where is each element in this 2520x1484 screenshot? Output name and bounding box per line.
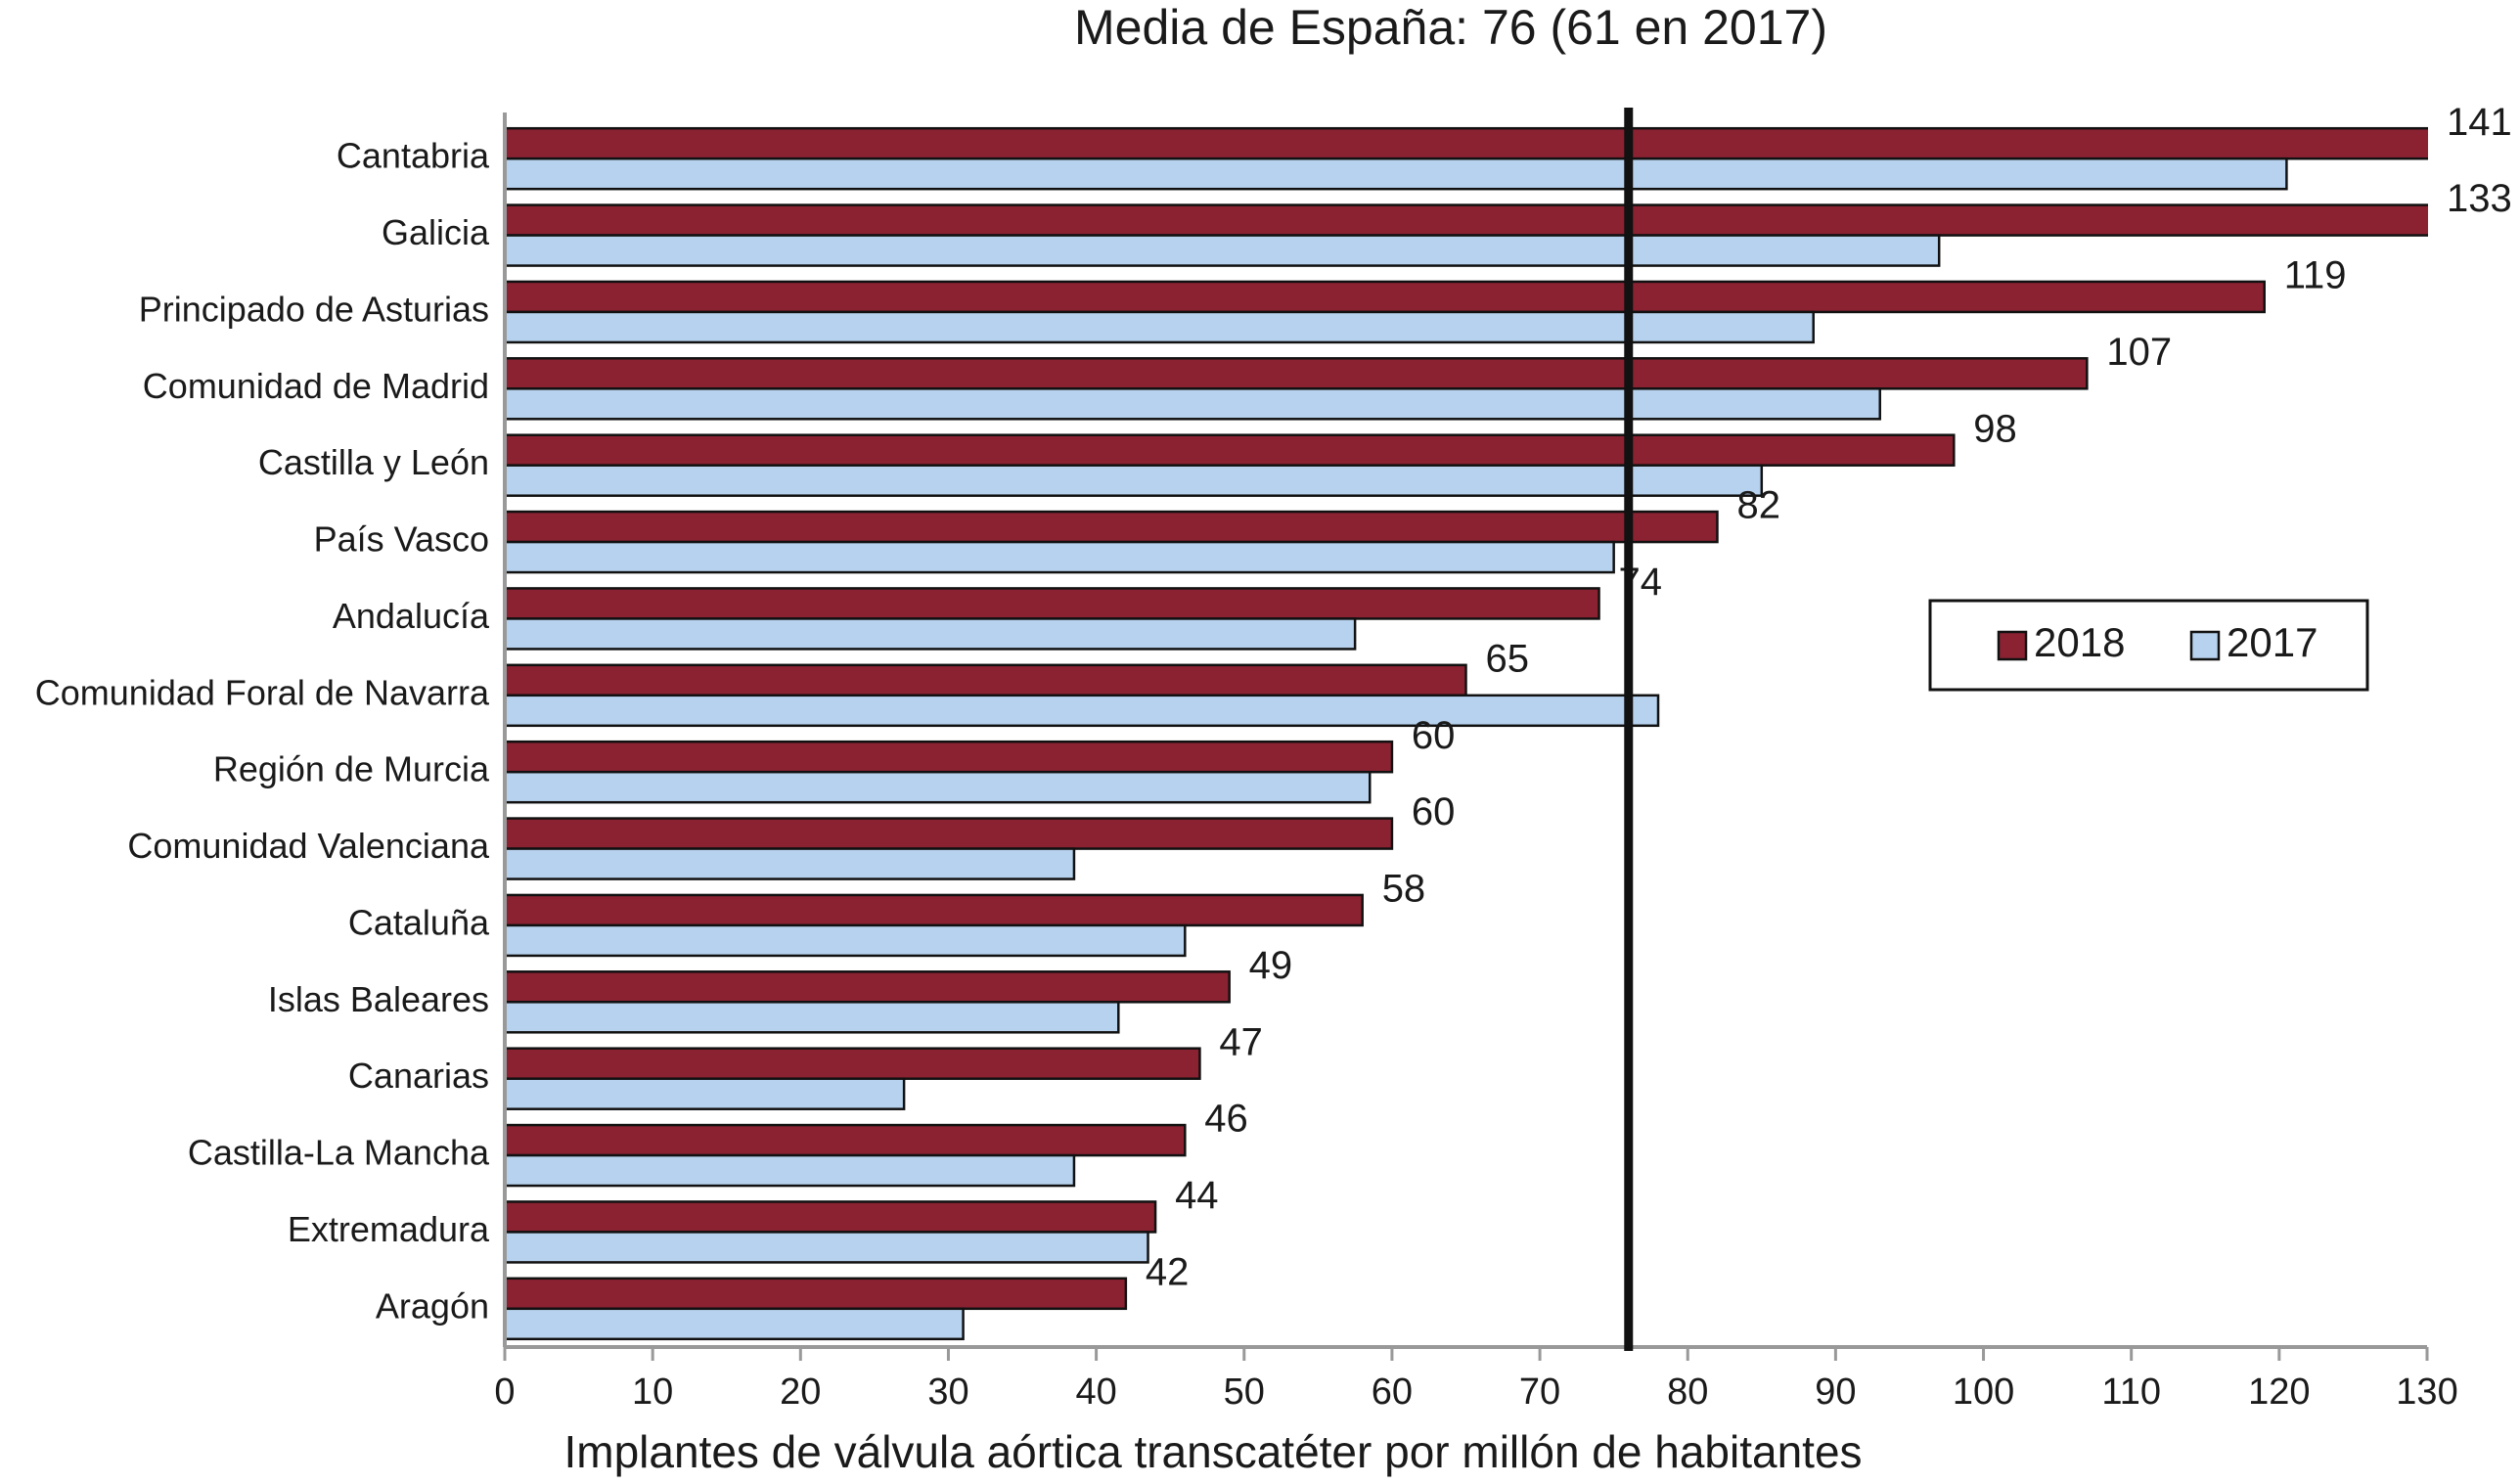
- y-tick-label: Canarias: [348, 1056, 489, 1096]
- data-label: 44: [1175, 1174, 1219, 1217]
- y-tick-label: Galicia: [382, 212, 490, 252]
- bar: [505, 1153, 1076, 1188]
- data-label: 58: [1382, 868, 1426, 911]
- bar: [505, 357, 2089, 390]
- x-tick-label: 120: [2248, 1372, 2310, 1413]
- bar: [505, 847, 1076, 880]
- bar: [505, 1001, 1120, 1034]
- data-label: 98: [1973, 407, 2016, 450]
- bar: [505, 740, 1394, 774]
- bar: [505, 1047, 1201, 1080]
- bar: [505, 510, 1719, 544]
- chart-title: Media de España: 76 (61 en 2017): [1074, 0, 1827, 55]
- data-label: 47: [1219, 1020, 1263, 1063]
- bar: [505, 310, 1815, 344]
- x-tick-label: 60: [1372, 1372, 1413, 1413]
- data-label: 42: [1146, 1250, 1190, 1293]
- bar: [505, 1307, 965, 1341]
- data-label: 49: [1249, 944, 1293, 987]
- bar: [505, 1231, 1149, 1264]
- data-label: 119: [2284, 254, 2347, 297]
- y-tick-label: Región de Murcia: [213, 749, 490, 789]
- x-tick-label: 50: [1224, 1372, 1265, 1413]
- y-tick-label: Cantabria: [337, 136, 490, 176]
- y-tick-label: Principado de Asturias: [139, 289, 489, 329]
- data-label: 65: [1486, 637, 1530, 680]
- x-tick-label: 10: [632, 1372, 673, 1413]
- x-axis-label: Implantes de válvula aórtica transcatéte…: [563, 1426, 1862, 1477]
- bar: [505, 203, 2428, 237]
- y-tick-label: Castilla-La Mancha: [188, 1133, 490, 1173]
- y-tick-label: Comunidad de Madrid: [143, 366, 489, 406]
- data-label: 60: [1412, 714, 1456, 757]
- y-tick-label: Andalucía: [333, 596, 490, 636]
- bar: [505, 970, 1231, 1004]
- data-label: 133: [2447, 177, 2512, 220]
- x-tick-label: 40: [1075, 1372, 1116, 1413]
- x-tick-label: 90: [1815, 1372, 1856, 1413]
- x-tick-label: 100: [1953, 1372, 2014, 1413]
- bar: [505, 1077, 906, 1110]
- plot-area: [505, 126, 2428, 1341]
- bar: [505, 817, 1394, 850]
- y-tick-label: Castilla y León: [258, 442, 489, 482]
- bar: [505, 387, 1881, 421]
- legend-label: 2018: [2034, 619, 2125, 665]
- bar: [505, 464, 1764, 497]
- legend-swatch: [1997, 630, 2028, 661]
- y-tick-label: Comunidad Valenciana: [127, 826, 490, 866]
- bar: [505, 617, 1357, 651]
- y-tick-label: Comunidad Foral de Navarra: [35, 672, 490, 712]
- x-tick-label: 130: [2396, 1372, 2457, 1413]
- x-tick-label: 30: [927, 1372, 968, 1413]
- x-tick-label: 80: [1667, 1372, 1708, 1413]
- y-tick-label: Cataluña: [348, 902, 490, 942]
- bar: [505, 893, 1364, 927]
- bar: [505, 587, 1600, 620]
- bar: [505, 694, 1660, 728]
- y-tick-label: Aragón: [376, 1285, 489, 1326]
- x-tick-label: 20: [780, 1372, 821, 1413]
- bar: [505, 1200, 1157, 1234]
- x-tick-label: 110: [2101, 1372, 2161, 1413]
- bar: [505, 770, 1372, 804]
- data-label: 82: [1736, 484, 1780, 527]
- bar: [505, 126, 2428, 160]
- y-tick-label: Islas Baleares: [268, 979, 489, 1019]
- y-tick-label: Extremadura: [288, 1209, 490, 1249]
- bar: [505, 540, 1615, 574]
- data-label: 107: [2106, 331, 2172, 374]
- x-tick-label: 0: [494, 1372, 515, 1413]
- bar: [505, 234, 1941, 267]
- data-label: 60: [1412, 790, 1456, 833]
- bar: [505, 280, 2266, 314]
- bar: [505, 663, 1467, 697]
- y-tick-label: País Vasco: [314, 519, 489, 560]
- data-label: 141: [2447, 101, 2512, 144]
- legend-swatch: [2189, 630, 2221, 661]
- bar: [505, 923, 1187, 958]
- bar: [505, 1277, 1128, 1311]
- data-label: 46: [1204, 1098, 1248, 1141]
- x-tick-label: 70: [1519, 1372, 1560, 1413]
- bar: [505, 433, 1956, 467]
- bar: [505, 157, 2288, 191]
- bar: [505, 1123, 1187, 1157]
- legend-label: 2017: [2227, 619, 2318, 665]
